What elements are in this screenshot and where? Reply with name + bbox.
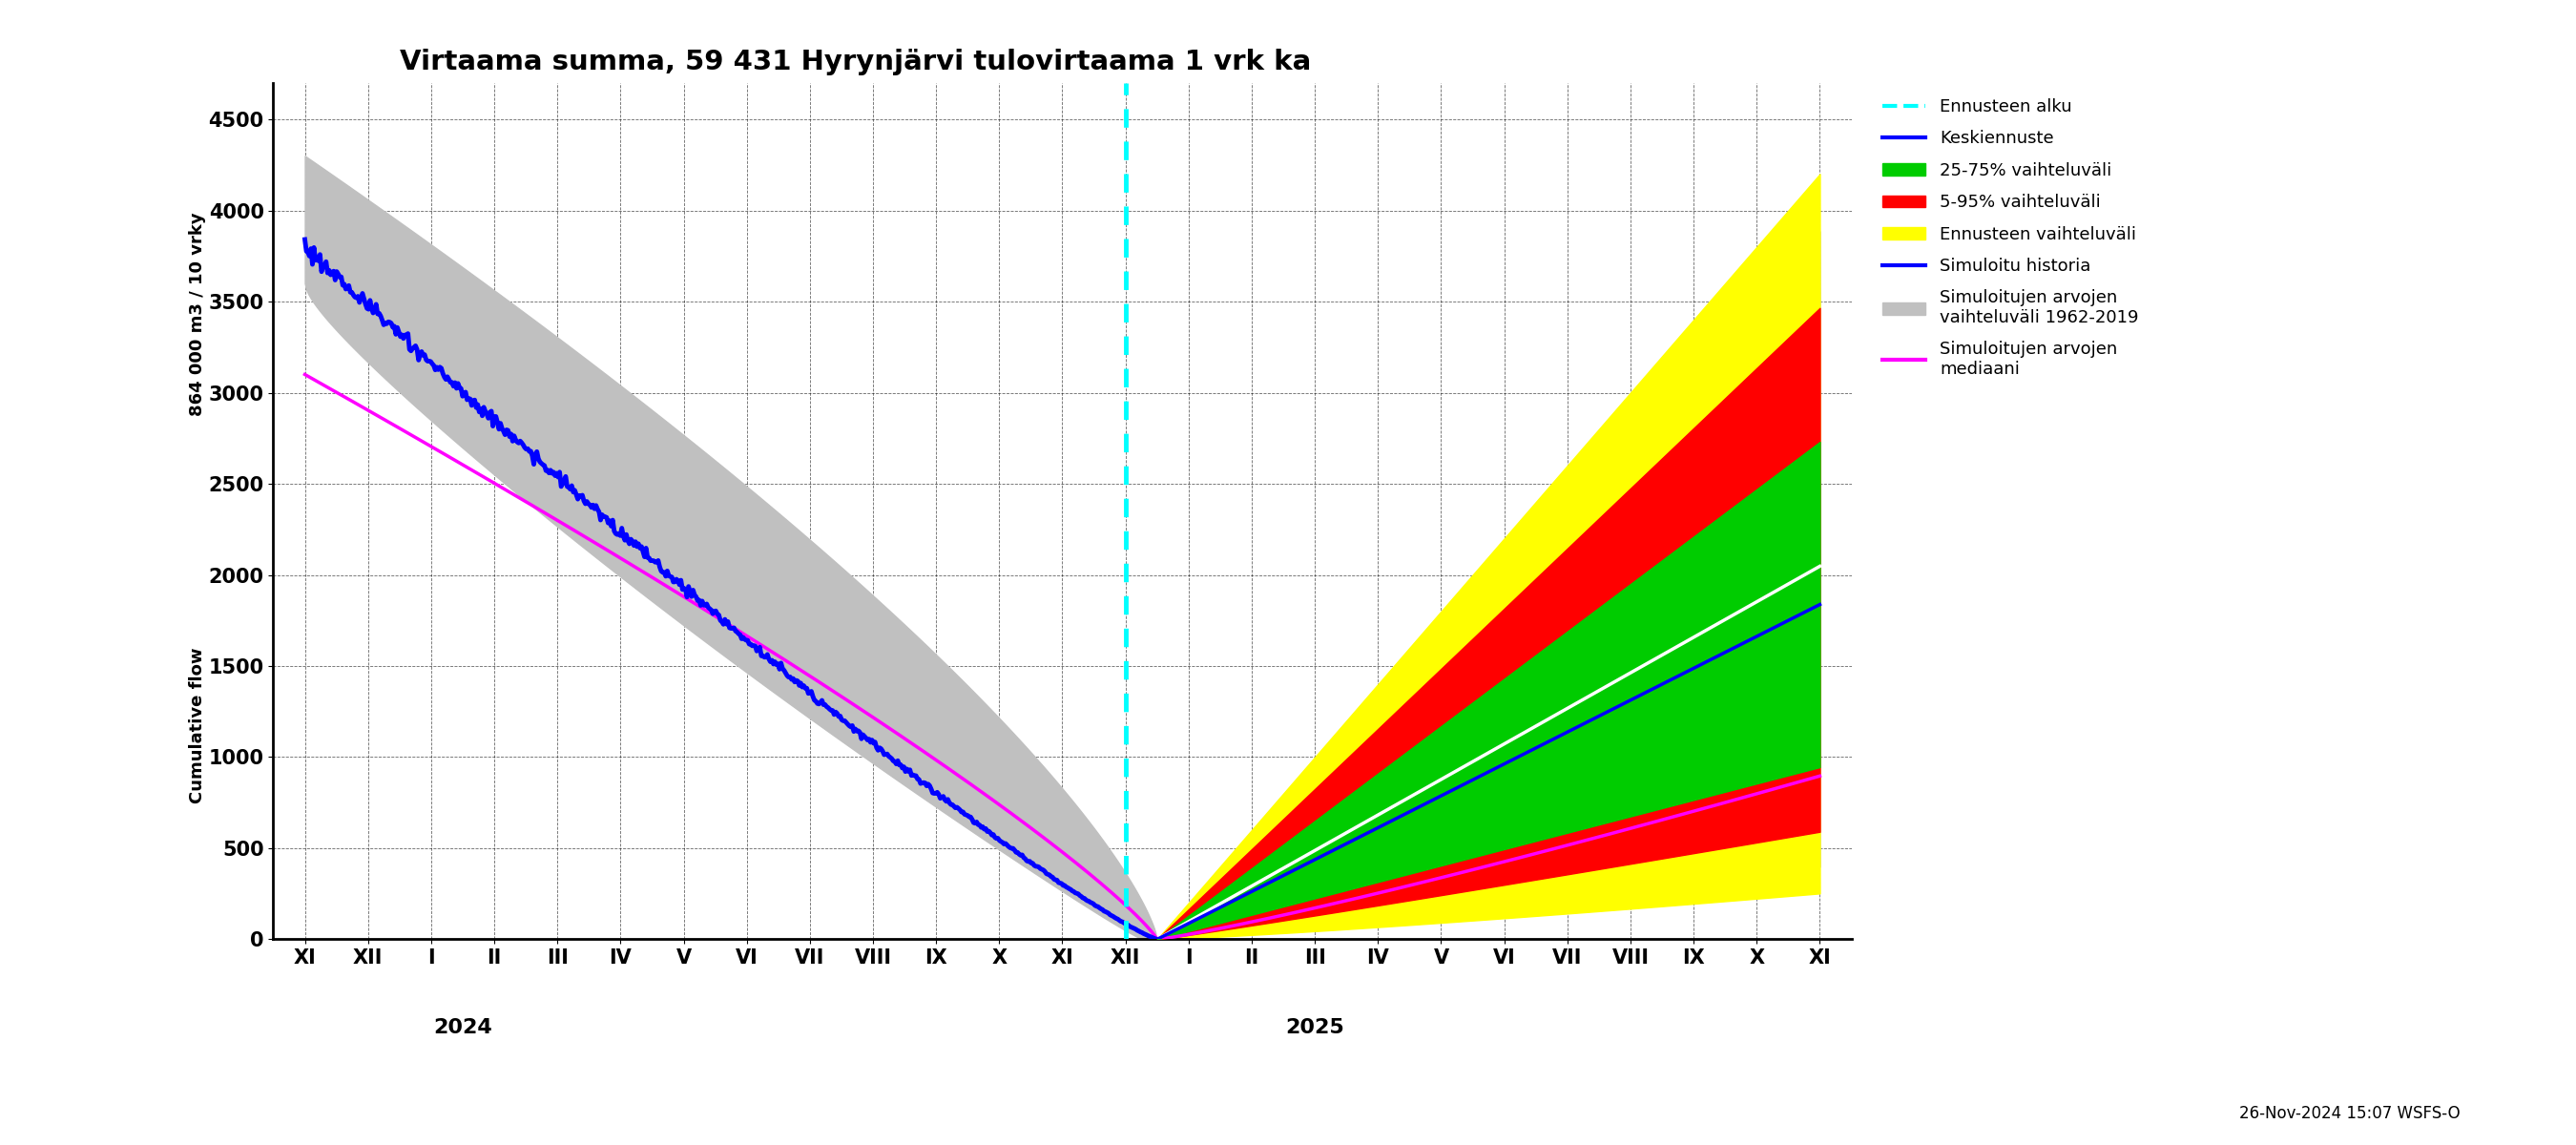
Legend: Ennusteen alku, Keskiennuste, 25-75% vaihteluväli, 5-95% vaihteluväli, Ennusteen: Ennusteen alku, Keskiennuste, 25-75% vai… xyxy=(1875,92,2146,385)
Text: Virtaama summa, 59 431 Hyrynjärvi tulovirtaama 1 vrk ka: Virtaama summa, 59 431 Hyrynjärvi tulovi… xyxy=(399,48,1311,76)
Text: 26-Nov-2024 15:07 WSFS-O: 26-Nov-2024 15:07 WSFS-O xyxy=(2239,1105,2460,1122)
Text: 2025: 2025 xyxy=(1285,1018,1345,1036)
Text: 864 000 m3 / 10 vrky: 864 000 m3 / 10 vrky xyxy=(188,212,206,416)
Text: 2024: 2024 xyxy=(433,1018,492,1036)
Text: Cumulative flow: Cumulative flow xyxy=(188,647,206,804)
